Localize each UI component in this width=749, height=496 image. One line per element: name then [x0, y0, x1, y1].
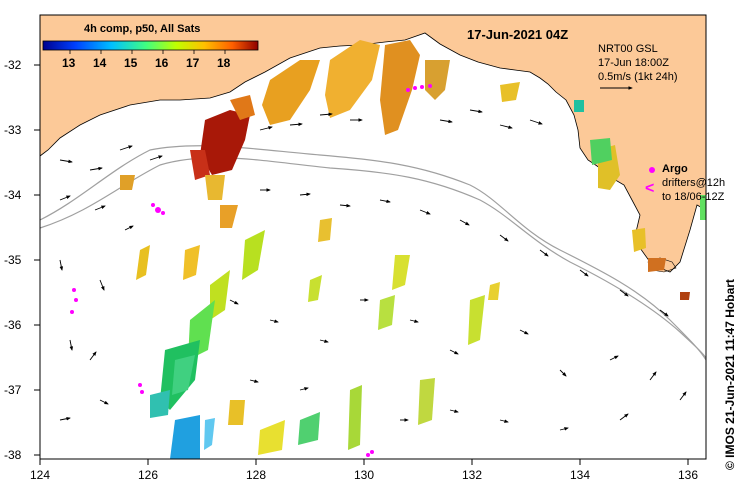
plot-frame: [39, 14, 707, 460]
x-tick-label: 126: [138, 468, 159, 482]
colorbar-tick-label: 18: [217, 56, 231, 70]
sst-data: [120, 40, 706, 459]
x-tick-label: 124: [30, 468, 51, 482]
composite-label: 4h comp, p50, All Sats: [84, 23, 201, 35]
imos-credit: © IMOS 21-Jun-2021 11:47 Hobart: [723, 279, 737, 470]
map-date-title: 17-Jun-2021 04Z: [467, 27, 569, 42]
drifter-legend-marker: <: [645, 180, 654, 197]
drifters-label: drifters@12h: [662, 177, 726, 189]
y-tick-label: -38: [4, 448, 22, 462]
current-model-time: 17-Jun 18:00Z: [598, 57, 669, 69]
colorbar-tick-label: 13: [62, 56, 76, 70]
argo-legend-marker: [649, 167, 655, 173]
current-speed-label: 0.5m/s (1kt 24h): [598, 71, 678, 83]
current-arrows: [59, 86, 687, 431]
colorbar-tick-label: 15: [124, 56, 138, 70]
y-axis-ticks: [34, 64, 40, 456]
x-tick-label: 132: [462, 468, 483, 482]
argo-floats: [70, 84, 432, 457]
argo-label: Argo: [662, 163, 688, 175]
x-tick-label: 128: [246, 468, 267, 482]
isobath-shelf: [39, 145, 707, 361]
x-axis-ticks: [39, 459, 689, 465]
colorbar-ticks: [69, 50, 226, 54]
drifters-range: to 18/06-12Z: [662, 191, 725, 203]
land-south-australia: [40, 15, 706, 272]
x-tick-label: 134: [570, 468, 591, 482]
y-tick-label: -32: [4, 58, 22, 72]
x-tick-label: 130: [354, 468, 375, 482]
colorbar-tick-label: 14: [93, 56, 107, 70]
x-tick-label: 136: [678, 468, 699, 482]
colorbar-tick-label: 17: [186, 56, 200, 70]
colorbar-gradient: [42, 40, 259, 51]
isobath-slope: [39, 157, 707, 359]
y-tick-label: -33: [4, 123, 22, 137]
y-tick-label: -37: [4, 383, 22, 397]
y-tick-label: -36: [4, 318, 22, 332]
y-tick-label: -34: [4, 188, 22, 202]
colorbar-tick-label: 16: [155, 56, 169, 70]
current-model-label: NRT00 GSL: [598, 43, 658, 55]
y-tick-label: -35: [4, 253, 22, 267]
